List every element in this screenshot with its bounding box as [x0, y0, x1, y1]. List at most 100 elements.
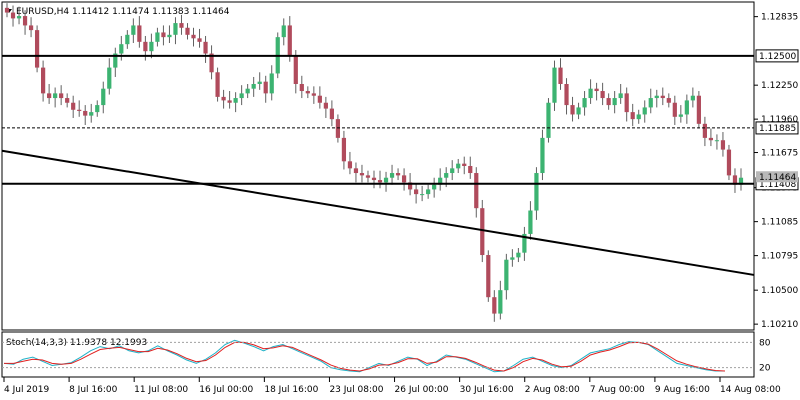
candle-body: [47, 93, 52, 99]
candle-body: [528, 210, 533, 234]
candle: [233, 92, 238, 113]
candle: [113, 47, 118, 77]
candle: [107, 58, 112, 95]
candle-body: [552, 67, 557, 103]
candle-body: [606, 98, 611, 106]
candle-body: [161, 32, 166, 38]
candle: [474, 167, 479, 218]
candle-body: [395, 173, 401, 176]
candle-body: [269, 73, 274, 94]
candle-body: [654, 95, 659, 99]
candle: [34, 25, 40, 73]
candle-body: [420, 194, 425, 196]
candle-body: [600, 91, 605, 99]
candle-body: [185, 27, 190, 35]
candle-body: [666, 98, 671, 103]
candle: [498, 280, 503, 320]
candle: [239, 85, 244, 106]
candle: [65, 93, 70, 108]
candle: [377, 170, 383, 189]
candle: [510, 249, 515, 267]
candle-body: [678, 114, 683, 117]
candle: [528, 201, 533, 240]
candle: [353, 162, 359, 183]
candle: [161, 25, 166, 46]
time-tick-label: 2 Aug 08:00: [525, 385, 580, 395]
candle-body: [401, 175, 407, 183]
candle-body: [209, 53, 214, 73]
candle-body: [738, 177, 744, 185]
candle-body: [714, 140, 720, 142]
candle: [594, 82, 599, 101]
price-tick-label: 1.10795: [761, 252, 798, 262]
current-price-label: 1.11464: [759, 173, 796, 183]
candle-body: [371, 177, 377, 181]
candle: [125, 30, 130, 49]
candle: [630, 103, 635, 127]
stoch-levels: 80 20: [2, 338, 771, 374]
candle: [546, 98, 551, 143]
stoch-level-label: 80: [759, 338, 771, 348]
price-pane[interactable]: [1, 1, 755, 331]
candle: [22, 10, 28, 35]
candle: [16, 6, 22, 25]
candle: [395, 168, 401, 181]
candle-body: [22, 16, 28, 26]
candle: [329, 100, 334, 127]
candle-body: [720, 140, 726, 150]
candle: [456, 158, 461, 174]
time-tick-label: 18 Jul 16:00: [264, 385, 318, 395]
candle: [221, 89, 226, 109]
candle: [347, 151, 353, 175]
candle-body: [588, 88, 593, 99]
candle-body: [281, 25, 286, 38]
candle-body: [305, 91, 310, 94]
candle-body: [203, 41, 208, 54]
candle-body: [534, 173, 539, 211]
candle-body: [732, 175, 738, 185]
candle: [41, 60, 46, 102]
candle: [696, 91, 701, 129]
trendline[interactable]: [1, 149, 755, 276]
candle-body: [672, 102, 677, 117]
candle-body: [690, 95, 695, 101]
stoch-label: Stoch(14,3,3) 11.9378 12.1993: [6, 338, 147, 348]
candle-body: [173, 23, 178, 35]
candle-body: [432, 184, 437, 190]
stoch-pane[interactable]: [1, 331, 755, 378]
stoch-level-label: 20: [759, 364, 771, 374]
candle: [462, 156, 467, 175]
candle-body: [353, 168, 359, 174]
candle: [504, 253, 509, 300]
candle-body: [125, 34, 130, 45]
candle-body: [77, 109, 82, 111]
candle: [389, 164, 395, 185]
candle: [95, 100, 100, 117]
candle-body: [257, 81, 262, 84]
candle-body: [696, 95, 701, 124]
candle: [365, 170, 371, 183]
candle: [179, 14, 184, 35]
candle: [401, 168, 407, 191]
candle: [450, 160, 455, 181]
candle-body: [83, 110, 88, 116]
candle: [732, 168, 738, 193]
candle: [359, 164, 365, 183]
candle: [522, 226, 527, 261]
candle-body: [179, 23, 184, 28]
candle: [678, 105, 683, 123]
time-tick-label: 8 Jul 16:00: [69, 385, 118, 395]
price-tick-label: 1.11675: [761, 149, 798, 159]
candle-body: [311, 93, 316, 96]
candle-body: [71, 102, 76, 110]
candle: [131, 18, 136, 43]
horizontal-levels[interactable]: 1.12500 1.11885 1.11408: [2, 49, 799, 191]
candle-body: [143, 41, 148, 52]
candle: [101, 81, 106, 114]
time-tick-label: 7 Aug 00:00: [590, 385, 645, 395]
candle-body: [618, 93, 623, 99]
candle: [516, 248, 521, 263]
price-tick-label: 1.11085: [761, 218, 798, 228]
candle-body: [474, 173, 479, 209]
